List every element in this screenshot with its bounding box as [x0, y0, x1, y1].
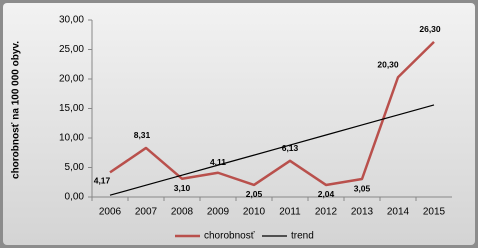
series-line: [109, 40, 435, 187]
data-label: 2,04: [318, 189, 335, 199]
data-label: 26,30: [419, 24, 441, 34]
data-label: 2,05: [246, 189, 263, 199]
x-tick-label: 2008: [171, 207, 194, 218]
x-tick-label: 2010: [243, 207, 266, 218]
data-label: 8,31: [134, 130, 151, 140]
data-label: 4,17: [94, 176, 111, 186]
x-tick-label: 2015: [423, 207, 446, 218]
x-tick-label: 2012: [315, 207, 338, 218]
y-tick-label: 5,00: [65, 162, 85, 173]
y-axis-title: chorobnosť na 100 000 obyv.: [11, 41, 22, 179]
y-tick-label: 30,00: [59, 15, 84, 26]
data-label: 3,05: [354, 183, 371, 193]
legend-label: trend: [291, 231, 314, 242]
x-tick-label: 2011: [279, 207, 301, 218]
data-label: 4,11: [210, 157, 226, 167]
legend-label: chorobnosť: [204, 231, 255, 242]
y-tick-label: 0,00: [65, 192, 85, 203]
data-label: 3,10: [174, 183, 191, 193]
y-tick-label: 10,00: [59, 133, 84, 144]
y-tick-label: 20,00: [59, 74, 84, 85]
series-line: [109, 104, 435, 196]
y-tick-label: 15,00: [59, 103, 84, 114]
data-label: 20,30: [377, 59, 399, 69]
x-tick-label: 2006: [99, 207, 122, 218]
chart-background: [3, 3, 475, 245]
y-tick-label: 25,00: [59, 44, 84, 55]
x-tick-label: 2014: [387, 207, 410, 218]
x-tick-label: 2007: [135, 207, 158, 218]
x-tick-label: 2013: [351, 207, 374, 218]
x-tick-label: 2009: [207, 207, 230, 218]
data-label: 6,13: [282, 143, 299, 153]
